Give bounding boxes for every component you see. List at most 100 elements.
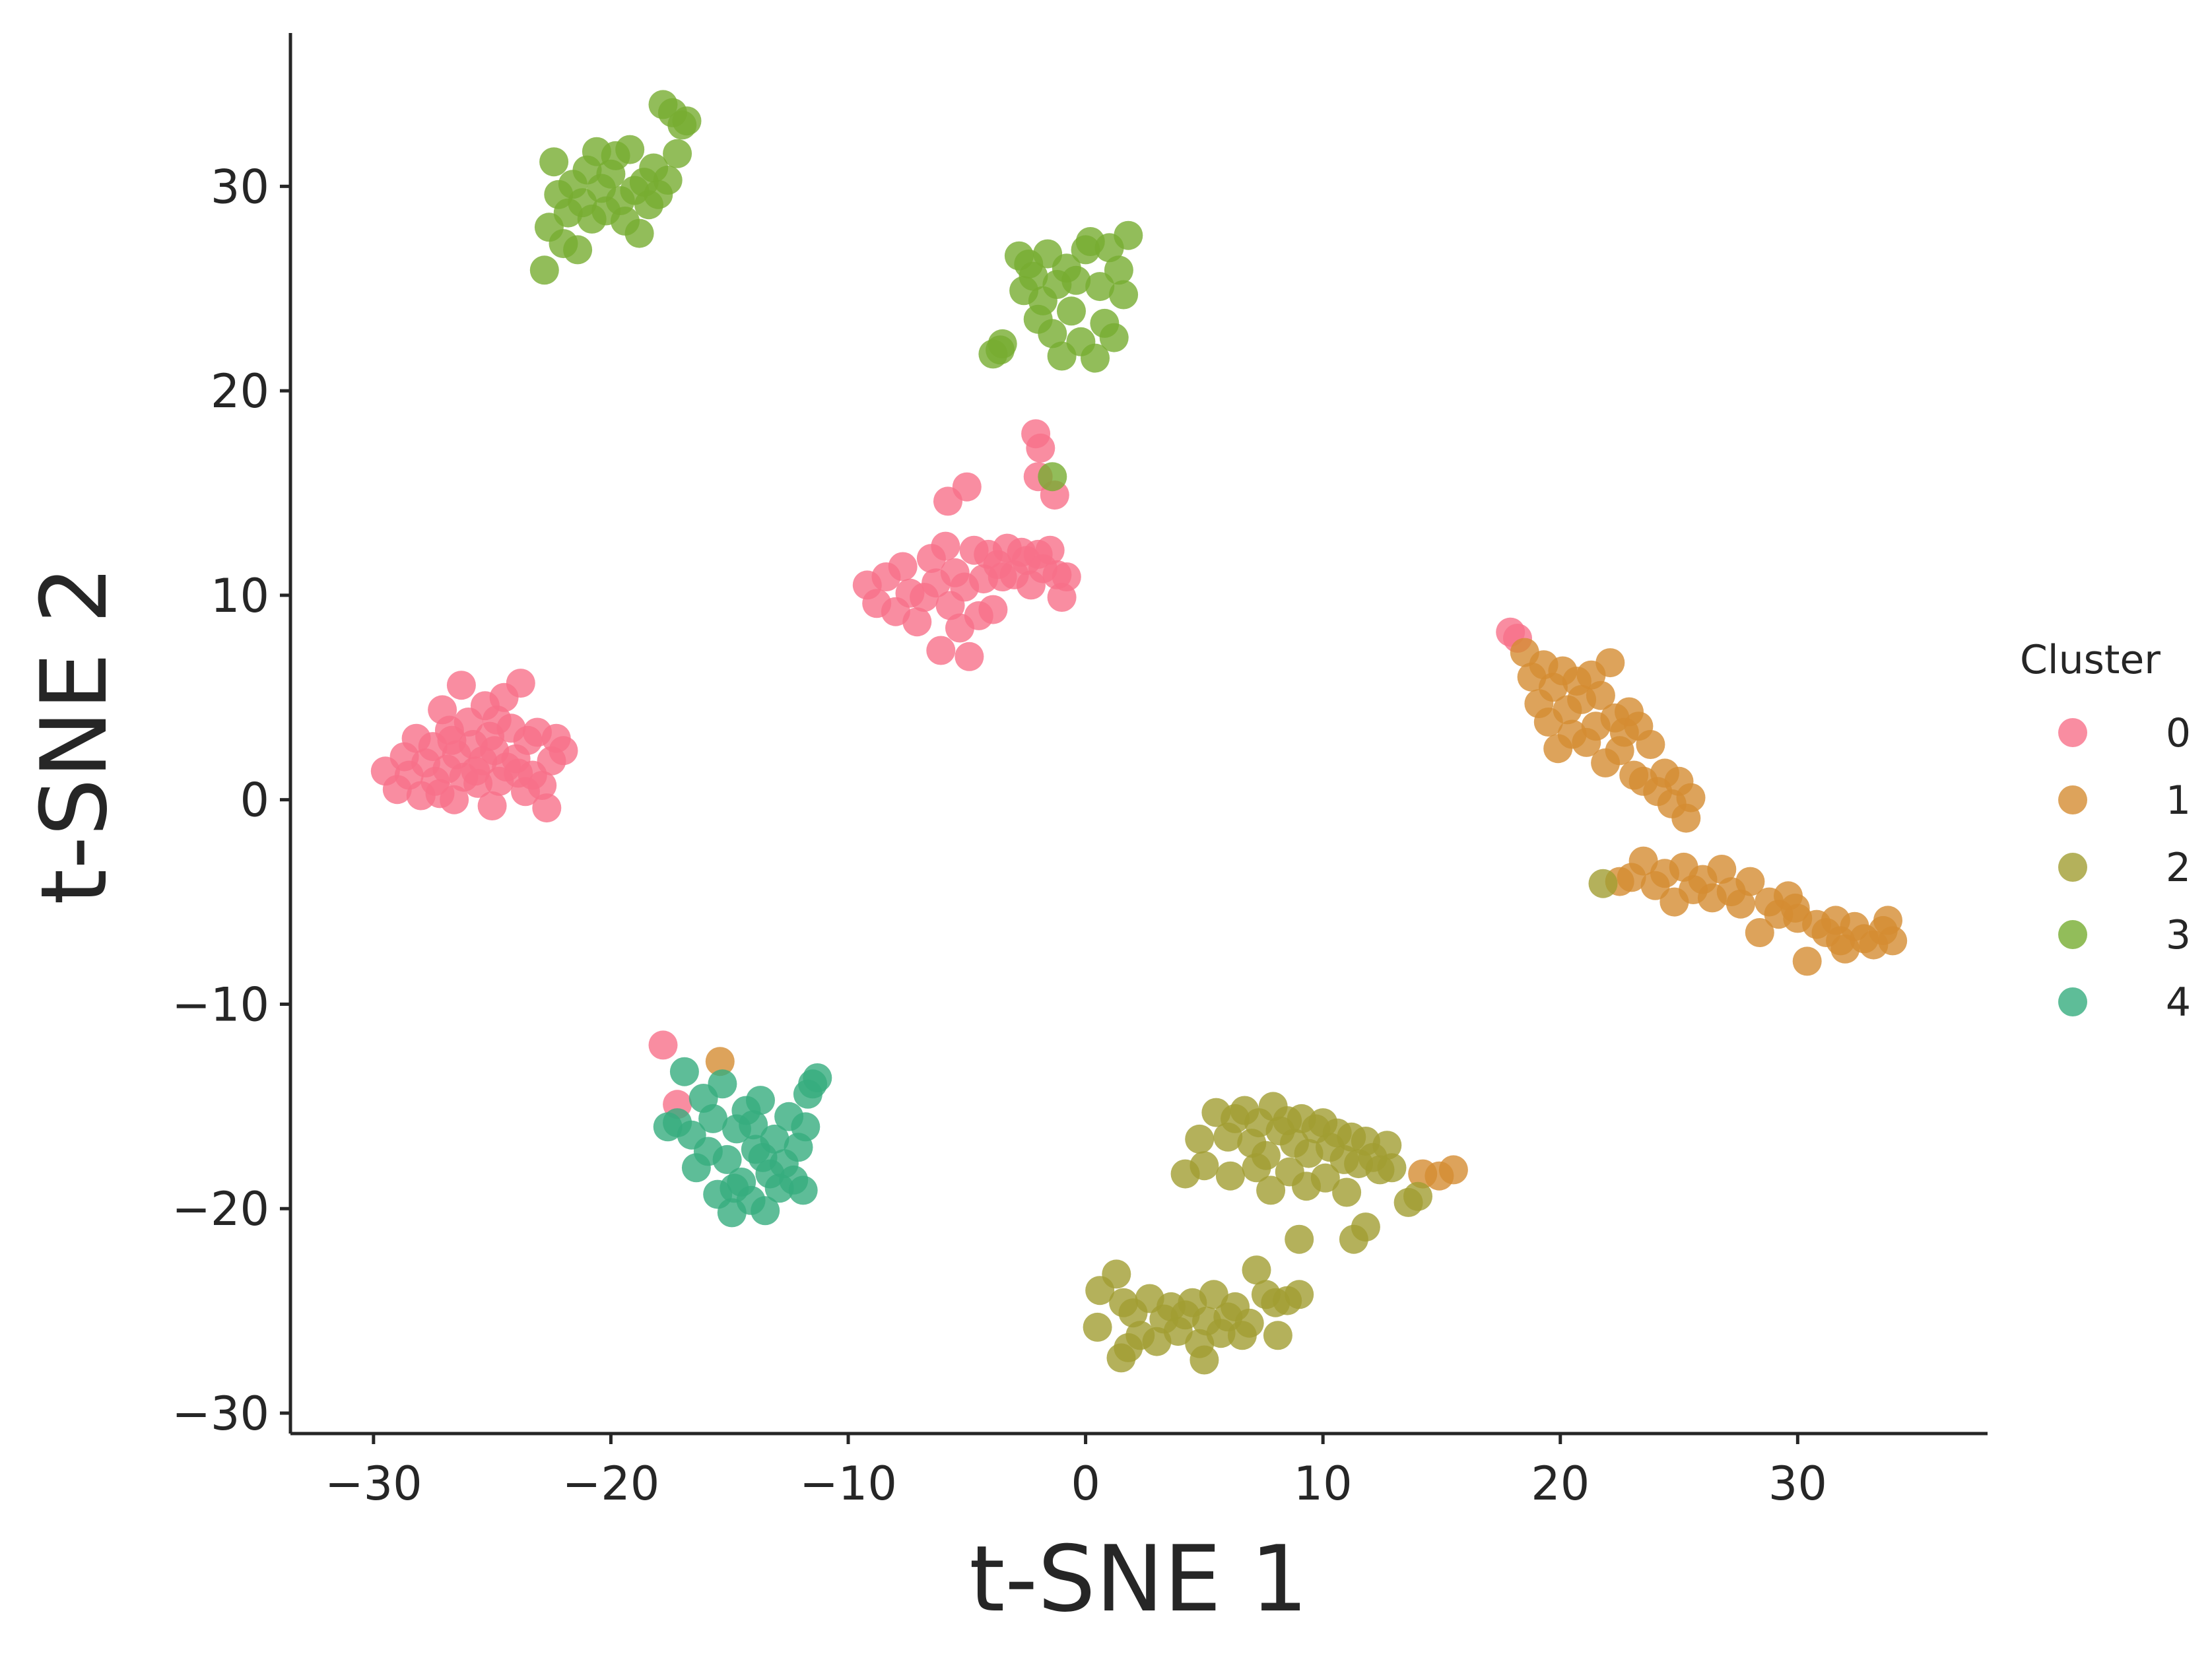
data-point-cluster-0 xyxy=(425,779,455,809)
data-point-cluster-3 xyxy=(1061,265,1091,295)
legend-label-cluster-2: 2 xyxy=(2166,845,2191,891)
data-point-cluster-1 xyxy=(1636,730,1665,759)
data-point-cluster-2 xyxy=(1377,1153,1407,1183)
y-tick-label: −10 xyxy=(172,977,269,1032)
data-point-cluster-3 xyxy=(1019,261,1048,291)
data-point-cluster-2 xyxy=(1403,1181,1432,1211)
x-tick-label: −10 xyxy=(799,1457,897,1511)
y-tick-label: 10 xyxy=(211,569,269,623)
data-point-cluster-0 xyxy=(1026,433,1056,463)
data-point-cluster-2 xyxy=(1106,1343,1136,1373)
legend-marker-cluster-1 xyxy=(2058,785,2087,814)
x-tick-label: −30 xyxy=(325,1457,422,1511)
data-point-cluster-1 xyxy=(705,1047,735,1076)
data-point-cluster-4 xyxy=(803,1063,832,1092)
legend-label-cluster-1: 1 xyxy=(2166,777,2191,824)
x-axis-title: t-SNE 1 xyxy=(969,1526,1308,1632)
data-point-cluster-2 xyxy=(1190,1345,1219,1375)
x-tick-label: −20 xyxy=(562,1457,660,1511)
data-point-cluster-2 xyxy=(1285,1280,1314,1309)
points-layer xyxy=(370,90,1908,1375)
data-point-cluster-0 xyxy=(955,642,984,671)
data-point-cluster-0 xyxy=(504,758,533,788)
data-point-cluster-1 xyxy=(1735,867,1765,896)
y-tick-label: 0 xyxy=(240,774,269,828)
data-point-cluster-1 xyxy=(1792,946,1822,976)
data-point-cluster-0 xyxy=(888,552,918,581)
data-point-cluster-1 xyxy=(1826,926,1856,956)
data-point-cluster-2 xyxy=(1256,1175,1286,1205)
x-tick-label: 0 xyxy=(1071,1457,1100,1511)
x-tick-label: 10 xyxy=(1294,1457,1353,1511)
data-point-cluster-2 xyxy=(1185,1124,1215,1154)
data-point-cluster-2 xyxy=(1263,1321,1292,1350)
data-point-cluster-0 xyxy=(952,472,982,502)
data-point-cluster-0 xyxy=(437,725,467,755)
data-point-cluster-4 xyxy=(698,1104,728,1133)
data-point-cluster-0 xyxy=(477,791,507,820)
data-point-cluster-1 xyxy=(1707,855,1737,884)
data-point-cluster-3 xyxy=(1099,323,1129,352)
data-point-cluster-3 xyxy=(1038,319,1067,348)
legend-label-cluster-0: 0 xyxy=(2166,710,2191,756)
data-point-cluster-2 xyxy=(1588,869,1618,898)
data-point-cluster-0 xyxy=(532,793,562,823)
data-point-cluster-0 xyxy=(506,669,535,698)
data-point-cluster-0 xyxy=(461,756,490,786)
legend-title: Cluster xyxy=(2020,637,2161,683)
data-point-cluster-3 xyxy=(529,255,559,285)
data-point-cluster-4 xyxy=(746,1086,775,1115)
data-point-cluster-3 xyxy=(615,135,645,164)
data-point-cluster-3 xyxy=(1038,462,1067,492)
data-point-cluster-4 xyxy=(739,1110,768,1140)
data-point-cluster-0 xyxy=(549,736,578,766)
data-point-cluster-1 xyxy=(1595,648,1625,678)
data-point-cluster-2 xyxy=(1234,1308,1264,1338)
data-point-cluster-2 xyxy=(1372,1131,1402,1160)
data-point-cluster-2 xyxy=(1332,1177,1362,1207)
data-point-cluster-0 xyxy=(902,607,932,637)
data-point-cluster-1 xyxy=(1628,846,1658,876)
data-point-cluster-1 xyxy=(1676,783,1706,812)
legend-label-cluster-4: 4 xyxy=(2166,979,2191,1026)
data-point-cluster-2 xyxy=(1285,1224,1314,1254)
y-tick-label: 30 xyxy=(211,160,269,214)
data-point-cluster-3 xyxy=(653,166,683,195)
x-tick-label: 30 xyxy=(1768,1457,1827,1511)
legend-label-cluster-3: 3 xyxy=(2166,912,2191,958)
data-point-cluster-4 xyxy=(788,1175,818,1205)
data-point-cluster-1 xyxy=(1586,680,1615,710)
data-point-cluster-3 xyxy=(672,106,702,136)
data-point-cluster-3 xyxy=(624,218,654,248)
data-point-cluster-0 xyxy=(482,705,512,735)
data-point-cluster-3 xyxy=(1081,343,1110,373)
data-point-cluster-3 xyxy=(1114,220,1143,250)
data-point-cluster-0 xyxy=(446,671,476,700)
legend-marker-cluster-4 xyxy=(2058,987,2087,1016)
data-point-cluster-2 xyxy=(1242,1255,1271,1285)
data-point-cluster-0 xyxy=(1052,562,1081,591)
data-point-cluster-2 xyxy=(1351,1212,1380,1242)
data-point-cluster-3 xyxy=(1057,296,1086,326)
data-point-cluster-1 xyxy=(1726,889,1755,919)
data-point-cluster-2 xyxy=(1242,1153,1271,1183)
data-point-cluster-4 xyxy=(791,1112,821,1142)
data-point-cluster-3 xyxy=(663,139,692,168)
data-point-cluster-2 xyxy=(1102,1259,1131,1289)
data-point-cluster-2 xyxy=(1199,1280,1228,1309)
y-tick-label: 20 xyxy=(211,364,269,418)
data-point-cluster-4 xyxy=(708,1069,737,1099)
data-point-cluster-3 xyxy=(563,235,593,265)
x-tick-label: 20 xyxy=(1531,1457,1590,1511)
data-point-cluster-4 xyxy=(751,1196,780,1226)
data-point-cluster-0 xyxy=(926,636,956,665)
y-tick-label: −30 xyxy=(172,1387,269,1441)
y-ticks: −30 −20 −10 0 10 20 30 xyxy=(172,160,290,1441)
data-point-cluster-2 xyxy=(1310,1163,1340,1193)
data-point-cluster-4 xyxy=(669,1057,699,1086)
data-point-cluster-3 xyxy=(1104,255,1133,285)
data-point-cluster-0 xyxy=(527,771,557,800)
data-point-cluster-4 xyxy=(720,1174,749,1203)
